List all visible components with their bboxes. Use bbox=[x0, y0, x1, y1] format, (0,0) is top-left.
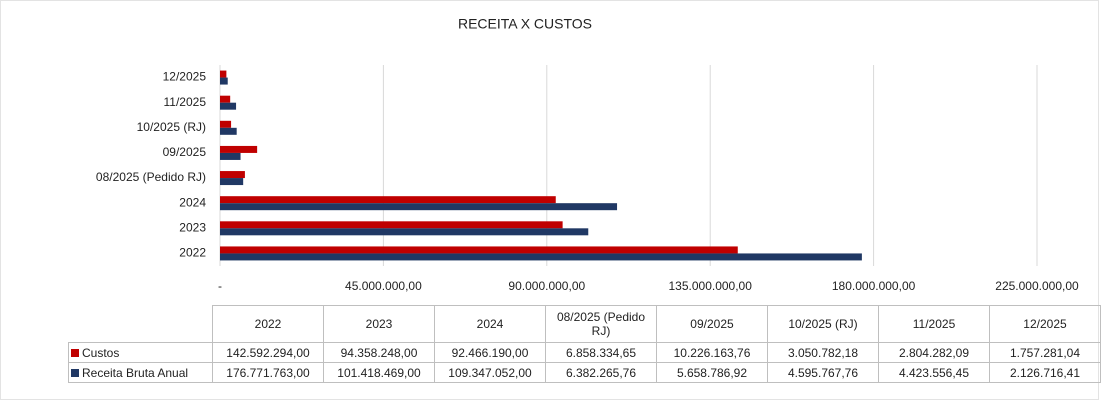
table-header-cell: 2022 bbox=[212, 305, 324, 343]
table-header-cell: 11/2025 bbox=[878, 305, 990, 343]
bar bbox=[220, 221, 563, 229]
table-header-cell: 09/2025 bbox=[656, 305, 768, 343]
legend-label: Receita Bruta Anual bbox=[82, 365, 189, 380]
table-value: 2.126.716,41 bbox=[989, 362, 1101, 383]
bar bbox=[220, 127, 237, 135]
table-header-cell: 2023 bbox=[323, 305, 435, 343]
table-row: Receita Bruta Anual 176.771.763,00 101.418… bbox=[68, 362, 1101, 383]
y-tick-label: 2023 bbox=[179, 220, 206, 234]
table-row: Custos 142.592.294,00 94.358.248,00 92.466.… bbox=[68, 342, 1101, 363]
x-tick-label: 45.000.000,00 bbox=[345, 279, 422, 293]
table-header-cell: 2024 bbox=[434, 305, 546, 343]
y-tick-label: 12/2025 bbox=[163, 70, 207, 84]
y-tick-label: 09/2025 bbox=[163, 145, 207, 159]
table-value: 176.771.763,00 bbox=[212, 362, 324, 383]
table-header-row: 2022 2023 2024 08/2025 (Pedido RJ) 09/2025 10… bbox=[68, 305, 1101, 343]
bar bbox=[220, 171, 245, 179]
table-value: 142.592.294,00 bbox=[212, 342, 324, 363]
legend-label: Custos bbox=[82, 345, 120, 360]
bar bbox=[220, 196, 556, 204]
table-value: 94.358.248,00 bbox=[323, 342, 435, 363]
table-value: 92.466.190,00 bbox=[434, 342, 546, 363]
bar bbox=[220, 145, 258, 153]
table-header-cell: 08/2025 (Pedido RJ) bbox=[545, 305, 657, 343]
legend-swatch bbox=[71, 368, 79, 377]
x-tick-label: 180.000.000,00 bbox=[832, 279, 916, 293]
y-tick-label: 10/2025 (RJ) bbox=[137, 120, 206, 134]
bar bbox=[220, 203, 618, 211]
table-value: 6.858.334,65 bbox=[545, 342, 657, 363]
table-value: 10.226.163,76 bbox=[656, 342, 768, 363]
table-corner bbox=[68, 305, 213, 343]
bar bbox=[220, 95, 231, 103]
table-value: 1.757.281,04 bbox=[989, 342, 1101, 363]
table-value: 5.658.786,92 bbox=[656, 362, 768, 383]
y-tick-label: 2024 bbox=[179, 195, 206, 209]
bar bbox=[220, 246, 738, 254]
y-tick-label: 11/2025 bbox=[164, 95, 207, 109]
bar bbox=[220, 70, 227, 78]
bar bbox=[220, 178, 244, 186]
legend-swatch bbox=[71, 348, 79, 357]
x-tick-label: 90.000.000,00 bbox=[508, 279, 585, 293]
legend-cell: Custos bbox=[68, 342, 213, 363]
table-value: 4.595.767,76 bbox=[767, 362, 879, 383]
data-table: 2022 2023 2024 08/2025 (Pedido RJ) 09/2025 10… bbox=[68, 305, 1101, 383]
table-header-cell: 10/2025 (RJ) bbox=[767, 305, 879, 343]
table-value: 3.050.782,18 bbox=[767, 342, 879, 363]
table-value: 101.418.469,00 bbox=[323, 362, 435, 383]
bar bbox=[220, 253, 862, 261]
bar bbox=[220, 77, 228, 85]
legend-cell: Receita Bruta Anual bbox=[68, 362, 213, 383]
bar bbox=[220, 228, 589, 236]
x-tick-label: - bbox=[218, 279, 222, 293]
y-tick-label: 2022 bbox=[179, 246, 206, 260]
table-value: 6.382.265,76 bbox=[545, 362, 657, 383]
x-tick-label: 135.000.000,00 bbox=[668, 279, 752, 293]
bar bbox=[220, 152, 241, 160]
chart-title: RECEITA X CUSTOS bbox=[458, 16, 592, 32]
table-value: 2.804.282,09 bbox=[878, 342, 990, 363]
table-header-cell: 12/2025 bbox=[989, 305, 1101, 343]
bar bbox=[220, 120, 232, 128]
table-value: 4.423.556,45 bbox=[878, 362, 990, 383]
table-value: 109.347.052,00 bbox=[434, 362, 546, 383]
x-tick-label: 225.000.000,00 bbox=[995, 279, 1079, 293]
y-tick-label: 08/2025 (Pedido RJ) bbox=[96, 170, 206, 184]
bar bbox=[220, 102, 237, 110]
